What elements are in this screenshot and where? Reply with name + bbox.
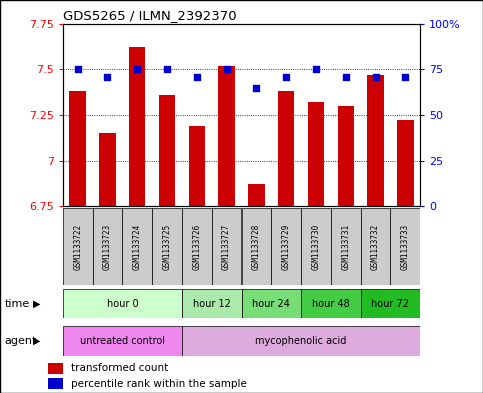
- Bar: [331, 208, 361, 285]
- Text: GSM1133733: GSM1133733: [401, 224, 410, 270]
- Bar: [93, 208, 122, 285]
- Text: mycophenolic acid: mycophenolic acid: [256, 336, 347, 346]
- Text: GSM1133732: GSM1133732: [371, 224, 380, 270]
- Text: GSM1133731: GSM1133731: [341, 224, 350, 270]
- Bar: [368, 75, 384, 206]
- Text: time: time: [5, 299, 30, 309]
- Bar: [182, 289, 242, 318]
- Text: GSM1133725: GSM1133725: [163, 224, 171, 270]
- Bar: [361, 289, 420, 318]
- Text: GSM1133723: GSM1133723: [103, 224, 112, 270]
- Point: [401, 73, 409, 80]
- Text: GSM1133724: GSM1133724: [133, 224, 142, 270]
- Bar: [218, 66, 235, 206]
- Bar: [70, 91, 86, 206]
- Point: [104, 73, 112, 80]
- Bar: [122, 208, 152, 285]
- Point: [312, 66, 320, 72]
- Bar: [152, 208, 182, 285]
- Text: hour 48: hour 48: [312, 299, 350, 309]
- Bar: [129, 47, 145, 206]
- Text: GDS5265 / ILMN_2392370: GDS5265 / ILMN_2392370: [63, 9, 236, 22]
- Text: GSM1133728: GSM1133728: [252, 224, 261, 270]
- Text: hour 24: hour 24: [252, 299, 290, 309]
- Bar: [361, 208, 390, 285]
- Point: [223, 66, 230, 72]
- Bar: [390, 208, 420, 285]
- Text: GSM1133726: GSM1133726: [192, 224, 201, 270]
- Text: ▶: ▶: [32, 336, 40, 346]
- Point: [253, 84, 260, 91]
- Bar: [63, 208, 93, 285]
- Point: [74, 66, 82, 72]
- Bar: [182, 208, 212, 285]
- Bar: [301, 208, 331, 285]
- Bar: [242, 208, 271, 285]
- Text: GSM1133727: GSM1133727: [222, 224, 231, 270]
- Bar: [63, 326, 182, 356]
- Bar: [63, 289, 182, 318]
- Text: GSM1133730: GSM1133730: [312, 224, 320, 270]
- Point: [193, 73, 201, 80]
- Bar: [99, 133, 115, 206]
- Bar: [338, 106, 354, 206]
- Text: GSM1133722: GSM1133722: [73, 224, 82, 270]
- Bar: [242, 289, 301, 318]
- Bar: [48, 378, 63, 389]
- Text: percentile rank within the sample: percentile rank within the sample: [71, 379, 247, 389]
- Bar: [189, 126, 205, 206]
- Point: [282, 73, 290, 80]
- Bar: [278, 91, 294, 206]
- Text: hour 72: hour 72: [371, 299, 410, 309]
- Bar: [48, 363, 63, 374]
- Bar: [212, 208, 242, 285]
- Point: [372, 73, 380, 80]
- Bar: [271, 208, 301, 285]
- Point: [163, 66, 171, 72]
- Point: [342, 73, 350, 80]
- Bar: [248, 184, 265, 206]
- Text: transformed count: transformed count: [71, 364, 168, 373]
- Text: ▶: ▶: [32, 299, 40, 309]
- Bar: [182, 326, 420, 356]
- Text: hour 12: hour 12: [193, 299, 231, 309]
- Bar: [301, 289, 361, 318]
- Text: GSM1133729: GSM1133729: [282, 224, 291, 270]
- Text: agent: agent: [5, 336, 37, 346]
- Bar: [397, 120, 413, 206]
- Bar: [308, 102, 324, 206]
- Bar: [159, 95, 175, 206]
- Text: untreated control: untreated control: [80, 336, 165, 346]
- Text: hour 0: hour 0: [107, 299, 138, 309]
- Point: [133, 66, 141, 72]
